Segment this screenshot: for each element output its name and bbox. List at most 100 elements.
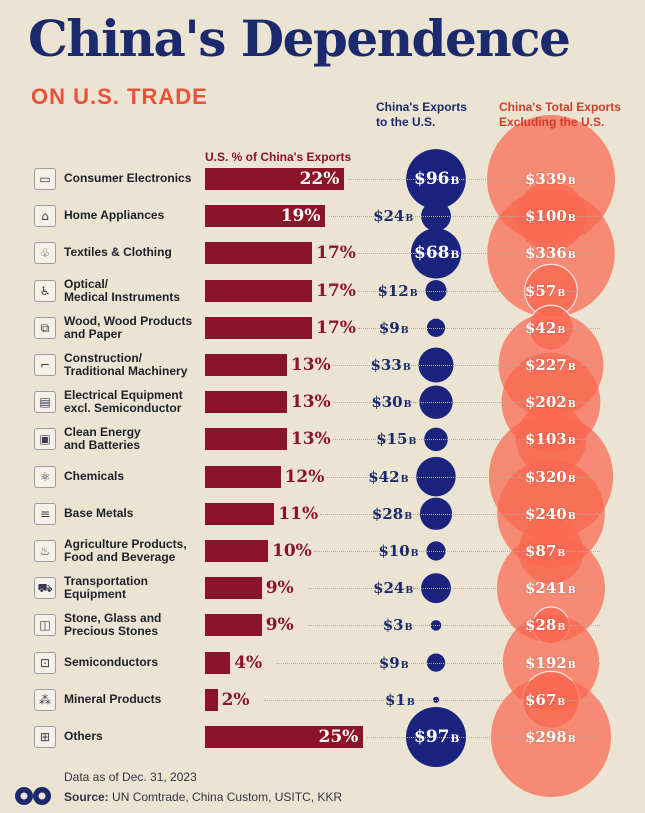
category-label: Clean Energy and Batteries — [64, 426, 204, 452]
source-text: UN Comtrade, China Custom, USITC, KKR — [108, 790, 343, 804]
pct-label: 22% — [299, 169, 340, 189]
pct-header: U.S. % of China's Exports — [205, 150, 352, 164]
excl-us-value: $192B — [525, 653, 576, 672]
category-label: Transportation Equipment — [64, 575, 204, 601]
pct-bar — [205, 614, 262, 637]
pct-bar — [205, 465, 281, 488]
pct-bar — [205, 540, 268, 562]
category-label-line2: Equipment — [64, 587, 126, 602]
us-exports-value: $9B — [378, 318, 409, 337]
pct-label: 9% — [265, 615, 294, 636]
us-exports-value: $24B — [373, 207, 414, 226]
pct-bar — [205, 391, 287, 414]
leader-line — [320, 513, 600, 515]
category-label-line1: Construction/ — [64, 351, 142, 365]
pct-bar — [205, 316, 313, 339]
category-label-line1: Transportation — [64, 574, 149, 589]
leader-line — [358, 290, 600, 292]
us-exports-header: China's Exports to the U.S. — [376, 100, 467, 130]
category-label-line1: Electrical Equipment — [64, 388, 183, 403]
category-label-line1: Others — [64, 729, 103, 743]
category-label-line1: Mineral Products — [64, 691, 162, 706]
source-label: Source: — [64, 790, 109, 804]
category-label-line1: Consumer Electronics — [64, 171, 192, 185]
leader-line — [263, 699, 600, 701]
excl-us-value: $336B — [525, 244, 576, 263]
category-label-line1: Clean Energy — [64, 425, 141, 440]
category-label: Others — [64, 730, 204, 743]
leader-line — [332, 439, 600, 441]
us-exports-header-line1: China's Exports — [376, 100, 467, 114]
metal-bars-icon: ≡ — [34, 502, 56, 525]
category-label: Home Appliances — [64, 209, 204, 222]
car-icon: ⛟ — [34, 577, 56, 600]
category-label-line2: and Batteries — [64, 438, 141, 453]
category-label: Agriculture Products, Food and Beverage — [64, 538, 204, 564]
leader-line — [307, 625, 600, 627]
category-label: Semiconductors — [64, 654, 204, 669]
atom-icon: ⚛ — [34, 465, 56, 488]
pct-label: 17% — [316, 317, 356, 338]
pct-label: 4% — [234, 652, 263, 673]
leader-line — [332, 402, 600, 404]
crane-icon: ⌐ — [34, 354, 56, 376]
pct-label: 25% — [318, 727, 359, 747]
category-label: Electrical Equipment excl. Semiconductor — [64, 389, 204, 415]
excl-us-value: $28B — [525, 616, 566, 635]
excl-us-exports-header: China's Total Exports Excluding the U.S. — [499, 100, 621, 130]
excl-us-value: $320B — [525, 467, 576, 486]
us-exports-value: $28B — [371, 504, 413, 523]
pct-bar — [205, 354, 287, 376]
sofa-icon: ⌂ — [34, 205, 56, 228]
leader-line — [307, 588, 600, 590]
us-exports-bubble — [418, 347, 454, 383]
shirt-icon: ♧ — [34, 242, 56, 265]
us-exports-value: $1B — [384, 690, 415, 709]
category-label-line1: Wood, Wood Products — [64, 313, 193, 328]
us-exports-value: $97B — [414, 727, 460, 747]
pct-bar — [205, 279, 313, 302]
wheelchair-icon: ♿ — [34, 279, 56, 302]
excl-us-value: $202B — [525, 393, 576, 412]
excl-us-value: $103B — [525, 430, 576, 449]
category-label-line1: Textiles & Clothing — [64, 245, 172, 260]
category-label: Stone, Glass and Precious Stones — [64, 612, 204, 638]
category-label-line2: excl. Semiconductor — [64, 401, 182, 416]
pct-bar — [205, 577, 262, 600]
category-label: Consumer Electronics — [64, 172, 204, 185]
us-exports-value: $9B — [378, 653, 409, 672]
battery-icon: ▣ — [34, 428, 56, 451]
excl-us-value: $227B — [525, 356, 576, 374]
category-label-line1: Semiconductors — [64, 654, 159, 669]
logo-icon — [15, 787, 51, 805]
leader-line — [366, 737, 600, 738]
pct-bar — [205, 242, 313, 265]
pct-label: 12% — [284, 466, 325, 487]
category-label-line2: Precious Stones — [64, 624, 159, 639]
category-label-line1: Chemicals — [64, 468, 125, 483]
category-label-line1: Optical/ — [64, 276, 109, 291]
pct-label: 10% — [272, 541, 312, 561]
us-exports-value: $33B — [370, 356, 411, 374]
us-exports-value: $96B — [414, 169, 460, 189]
category-label: Construction/Traditional Machinery — [64, 352, 204, 378]
category-label: Mineral Products — [64, 691, 204, 706]
pct-bar — [205, 168, 344, 190]
grocery-icon: ♨ — [34, 540, 56, 562]
pct-bar — [205, 726, 363, 748]
leader-line — [314, 551, 600, 552]
pct-bar — [205, 205, 325, 228]
excl-us-value: $42B — [525, 318, 566, 337]
source-note: Source: UN Comtrade, China Custom, USITC… — [64, 790, 342, 804]
pct-bar — [205, 651, 231, 674]
excl-us-exports-header-line1: China's Total Exports — [499, 100, 621, 114]
category-label-line1: Stone, Glass and — [64, 611, 162, 626]
category-label: Wood, Wood Products and Paper — [64, 313, 204, 341]
excl-us-value: $298B — [525, 728, 576, 746]
pct-label: 9% — [265, 578, 294, 599]
pct-label: 13% — [290, 355, 331, 375]
us-exports-value: $10B — [378, 542, 419, 560]
us-exports-value: $12B — [377, 281, 418, 300]
data-date: Data as of Dec. 31, 2023 — [64, 770, 197, 784]
excl-us-value: $67B — [525, 690, 566, 709]
